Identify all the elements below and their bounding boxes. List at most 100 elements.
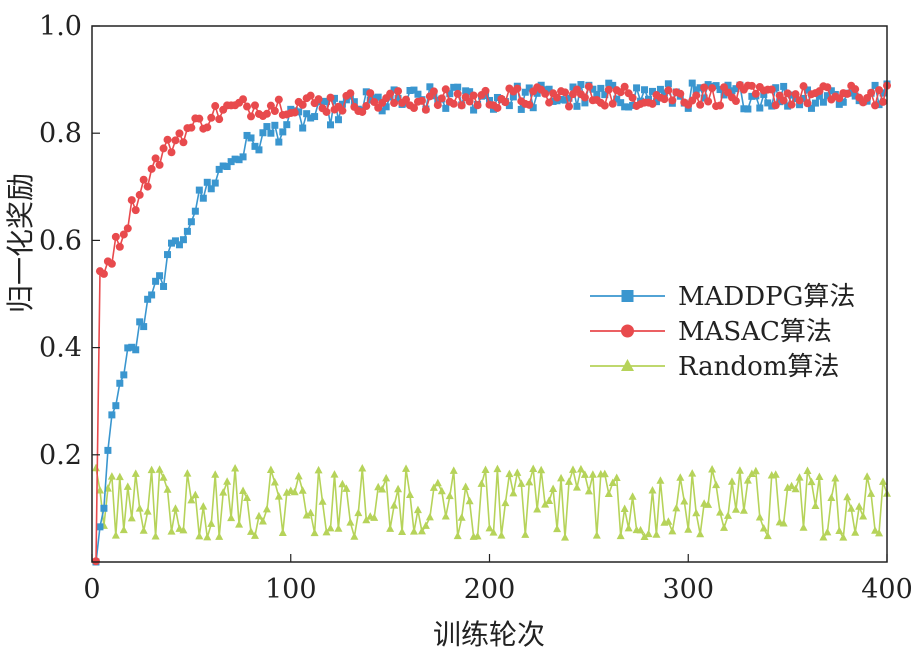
data-point bbox=[704, 500, 713, 508]
data-point bbox=[859, 512, 868, 520]
data-point bbox=[660, 89, 668, 97]
data-point bbox=[533, 89, 541, 97]
data-point bbox=[96, 523, 104, 531]
data-point bbox=[473, 531, 482, 540]
data-point bbox=[616, 88, 625, 97]
data-point bbox=[636, 525, 645, 534]
data-point bbox=[179, 525, 188, 534]
data-point bbox=[727, 477, 736, 485]
data-point bbox=[660, 95, 669, 104]
data-point bbox=[875, 86, 884, 95]
data-point bbox=[771, 470, 780, 478]
data-point bbox=[136, 318, 144, 326]
data-point bbox=[521, 530, 530, 538]
data-point bbox=[628, 492, 637, 500]
data-point bbox=[871, 101, 880, 110]
legend-item: MADDPG算法 bbox=[590, 282, 855, 312]
data-point bbox=[135, 190, 144, 199]
data-point bbox=[740, 105, 748, 113]
data-point bbox=[223, 162, 231, 170]
data-point bbox=[314, 95, 323, 104]
data-point bbox=[731, 505, 740, 513]
data-point bbox=[437, 94, 446, 103]
data-point bbox=[839, 98, 847, 106]
data-point bbox=[271, 121, 279, 129]
legend: MADDPG算法 MASAC算法 Random算法 bbox=[590, 282, 855, 382]
data-point bbox=[783, 89, 792, 98]
data-point bbox=[402, 95, 411, 104]
data-point bbox=[235, 156, 243, 164]
data-point bbox=[795, 473, 804, 481]
data-point bbox=[211, 470, 220, 478]
data-point bbox=[621, 103, 629, 111]
data-point bbox=[91, 557, 100, 566]
data-point bbox=[696, 100, 705, 109]
data-point bbox=[791, 484, 800, 493]
data-point bbox=[509, 488, 518, 497]
data-point bbox=[454, 83, 462, 91]
data-point bbox=[875, 101, 883, 109]
data-point bbox=[557, 473, 566, 482]
data-point bbox=[350, 532, 359, 540]
data-point bbox=[449, 466, 458, 474]
data-point bbox=[847, 89, 855, 97]
data-point bbox=[449, 99, 458, 108]
data-point bbox=[545, 98, 554, 107]
data-point bbox=[497, 531, 506, 539]
data-point bbox=[668, 526, 677, 535]
x-tick-label: 400 bbox=[861, 574, 912, 605]
data-point bbox=[247, 527, 255, 535]
data-point bbox=[600, 101, 609, 110]
data-point bbox=[485, 523, 494, 532]
data-point bbox=[147, 164, 156, 173]
data-point bbox=[815, 92, 823, 100]
data-point bbox=[274, 95, 283, 104]
data-point bbox=[584, 82, 593, 91]
data-point bbox=[481, 465, 490, 474]
data-point bbox=[580, 470, 589, 478]
data-point bbox=[346, 89, 355, 98]
data-point bbox=[823, 527, 832, 536]
data-point bbox=[239, 95, 248, 104]
data-point bbox=[143, 182, 152, 191]
data-point bbox=[311, 113, 319, 121]
data-point bbox=[597, 84, 605, 92]
legend-item: MASAC算法 bbox=[590, 317, 832, 347]
data-point bbox=[466, 88, 474, 96]
data-point bbox=[243, 131, 251, 139]
data-point bbox=[592, 531, 601, 539]
data-point bbox=[569, 83, 577, 91]
data-point bbox=[879, 97, 888, 106]
data-point bbox=[704, 97, 713, 106]
data-point bbox=[278, 528, 287, 536]
data-point bbox=[319, 97, 327, 105]
data-point bbox=[453, 531, 462, 540]
data-point bbox=[183, 469, 192, 477]
data-point bbox=[163, 485, 172, 493]
data-point bbox=[99, 269, 108, 278]
data-point bbox=[119, 230, 128, 239]
data-point bbox=[370, 513, 379, 521]
data-point bbox=[843, 89, 852, 98]
data-point bbox=[187, 495, 196, 504]
data-point bbox=[417, 526, 426, 535]
data-point bbox=[164, 251, 172, 259]
data-point bbox=[124, 344, 132, 352]
data-point bbox=[155, 160, 164, 169]
data-point bbox=[203, 123, 212, 132]
data-point bbox=[541, 500, 550, 508]
data-point bbox=[139, 175, 148, 184]
data-point bbox=[776, 98, 784, 106]
data-point bbox=[394, 94, 402, 102]
data-point bbox=[573, 102, 581, 110]
data-point bbox=[215, 115, 224, 124]
x-tick-label: 100 bbox=[265, 574, 317, 605]
data-point bbox=[779, 96, 788, 105]
data-point bbox=[863, 472, 872, 480]
data-point bbox=[457, 101, 466, 110]
data-point bbox=[370, 94, 378, 102]
data-point bbox=[434, 96, 442, 104]
data-point bbox=[708, 84, 717, 93]
data-point bbox=[140, 323, 148, 331]
data-point bbox=[712, 82, 720, 90]
